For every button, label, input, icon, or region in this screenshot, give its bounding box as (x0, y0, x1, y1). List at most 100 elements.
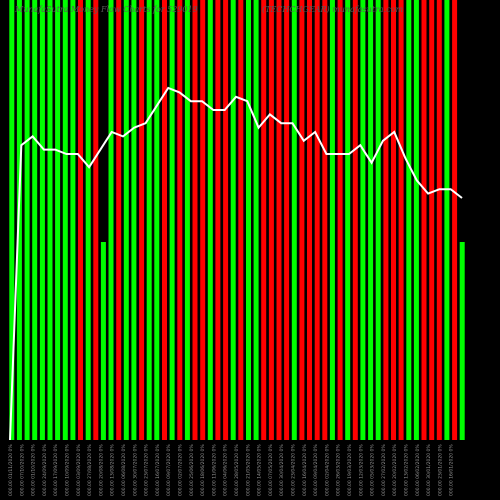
x-label-39: 000.00 16/01/2020 0% (449, 444, 455, 496)
x-label-34: 000.00 20/02/2020 0% (392, 444, 398, 496)
x-label-14: 000.00 09/07/2020 0% (166, 444, 172, 496)
x-label-10: 000.00 06/08/2020 0% (121, 444, 127, 496)
x-axis-labels: 000.00 01/11/2020 0% 000.00 07/10/2020 0%… (8, 444, 455, 496)
bar-28 (223, 0, 229, 440)
x-label-23: 000.00 07/05/2020 0% (268, 444, 274, 496)
bar-33 (261, 0, 267, 440)
x-label-29: 000.00 26/03/2020 0% (336, 444, 342, 496)
bar-20 (162, 0, 167, 440)
x-label-11: 000.00 30/07/2020 0% (132, 444, 138, 496)
bar-50 (391, 0, 396, 440)
x-label-7: 000.00 27/08/2020 0% (87, 444, 93, 496)
bar-2 (24, 0, 30, 440)
bar-40 (314, 0, 320, 440)
x-label-37: 000.00 30/01/2020 0% (426, 444, 432, 496)
x-label-2: 000.00 01/10/2020 0% (31, 444, 37, 496)
x-label-32: 000.00 05/03/2020 0% (370, 444, 376, 496)
bar-49 (383, 0, 389, 440)
bar-48 (375, 0, 381, 440)
bar-7 (62, 0, 68, 440)
x-label-28: 000.00 02/04/2020 0% (324, 444, 330, 496)
bar-16 (131, 0, 137, 440)
x-label-18: 000.00 11/06/2020 0% (211, 444, 217, 496)
bar-17 (139, 0, 145, 440)
x-label-33: 000.00 27/02/2020 0% (381, 444, 387, 496)
bar-23 (184, 0, 190, 440)
x-label-35: 000.00 13/02/2020 0% (404, 444, 410, 496)
bar-24 (192, 0, 198, 440)
bar-32 (253, 0, 259, 440)
bar-19 (154, 0, 160, 440)
bar-25 (200, 0, 206, 440)
x-label-31: 000.00 12/03/2020 0% (358, 444, 364, 496)
x-label-15: 000.00 02/07/2020 0% (178, 444, 184, 496)
x-label-25: 000.00 23/04/2020 0% (291, 444, 297, 496)
bar-58 (452, 0, 458, 440)
x-label-21: 000.00 21/05/2020 0% (245, 444, 251, 496)
x-label-12: 000.00 23/07/2020 0% (144, 444, 150, 496)
bar-series (9, 0, 465, 440)
x-label-3: 000.00 24/09/2020 0% (42, 444, 48, 496)
bar-15 (123, 0, 129, 440)
bar-56 (436, 0, 442, 440)
bar-30 (238, 0, 244, 440)
bar-45 (352, 0, 358, 440)
bar-11 (93, 0, 99, 440)
bar-26 (207, 0, 213, 440)
bar-27 (215, 0, 221, 440)
bar-51 (398, 0, 404, 440)
bar-8 (70, 0, 76, 440)
x-label-0: 000.00 01/11/2020 0% (8, 444, 14, 496)
x-label-16: 000.00 25/06/2020 0% (189, 444, 195, 496)
x-label-6: 000.00 03/09/2020 0% (76, 444, 82, 496)
bar-44 (345, 0, 351, 440)
x-label-17: 000.00 18/06/2020 0% (200, 444, 206, 496)
bar-18 (146, 0, 152, 440)
bar-21 (169, 0, 175, 440)
chart-site-title: (TECHCHGEAR) munafasutra.com (262, 5, 404, 14)
bar-55 (429, 0, 435, 440)
bar-59 (459, 242, 465, 440)
bar-35 (276, 0, 282, 440)
bar-4 (39, 0, 45, 440)
bar-14 (116, 0, 122, 440)
bar-38 (299, 0, 305, 440)
bar-9 (78, 0, 83, 440)
x-label-4: 000.00 17/09/2020 0% (53, 444, 59, 496)
bar-57 (444, 0, 450, 440)
bar-47 (368, 0, 374, 440)
bar-43 (337, 0, 343, 440)
bar-46 (360, 0, 366, 440)
bar-5 (47, 0, 53, 440)
bar-41 (322, 0, 328, 440)
x-label-13: 000.00 16/07/2020 0% (155, 444, 161, 496)
bar-10 (85, 0, 91, 440)
x-label-8: 000.00 20/08/2020 0% (98, 444, 104, 496)
bar-34 (268, 0, 274, 440)
x-label-19: 000.00 04/06/2020 0% (223, 444, 229, 496)
money-flow-line (9, 86, 463, 441)
bar-36 (284, 0, 290, 440)
x-label-9: 000.00 13/08/2020 0% (110, 444, 116, 496)
bar-22 (177, 0, 183, 440)
x-label-24: 000.00 30/04/2020 0% (279, 444, 285, 496)
x-label-5: 000.00 10/09/2020 0% (65, 444, 71, 496)
bar-3 (32, 0, 38, 440)
bar-13 (108, 0, 114, 440)
x-label-26: 000.00 16/04/2020 0% (302, 444, 308, 496)
x-label-30: 000.00 19/03/2020 0% (347, 444, 353, 496)
x-label-38: 000.00 23/01/2020 0% (437, 444, 443, 496)
x-label-1: 000.00 07/10/2020 0% (19, 444, 25, 496)
x-label-36: 000.00 06/02/2020 0% (415, 444, 421, 496)
bar-54 (421, 0, 427, 440)
bar-6 (55, 0, 61, 440)
bar-37 (291, 0, 297, 440)
x-label-27: 000.00 09/04/2020 0% (313, 444, 319, 496)
bar-31 (246, 0, 251, 440)
bar-39 (307, 0, 312, 440)
x-label-20: 000.00 28/05/2020 0% (234, 444, 240, 496)
x-label-22: 000.00 14/05/2020 0% (257, 444, 263, 496)
bar-0 (9, 0, 15, 440)
bar-42 (329, 0, 335, 440)
